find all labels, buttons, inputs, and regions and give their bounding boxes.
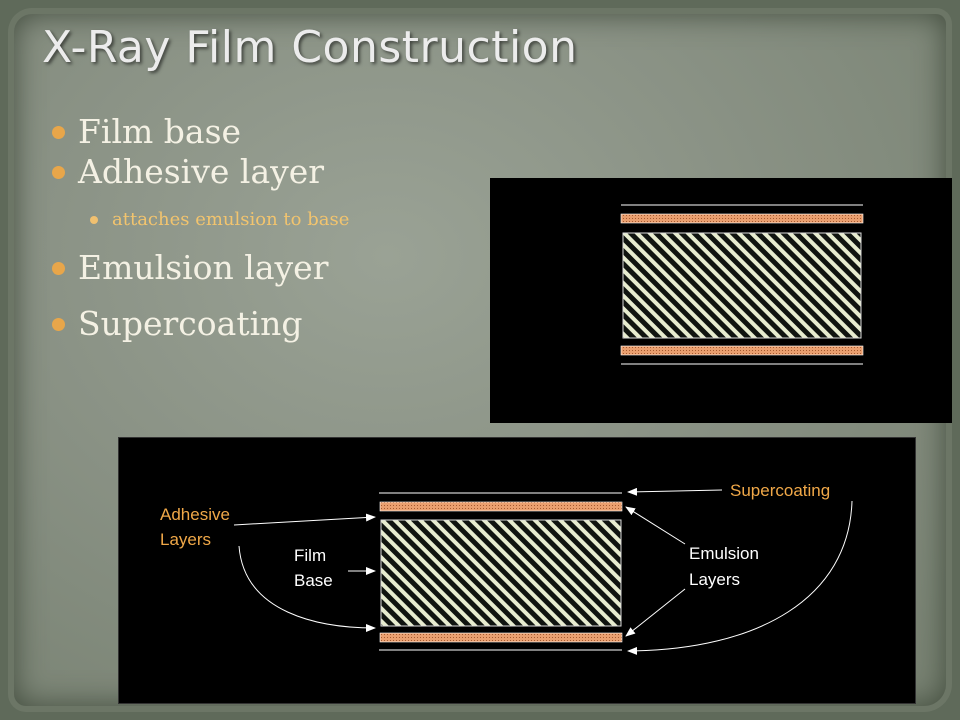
label-film-2: Base xyxy=(294,571,333,590)
sub-bullet-attaches: attaches emulsion to base xyxy=(90,206,349,234)
bullet-list: Film base Adhesive layer attaches emulsi… xyxy=(52,112,349,344)
film-base xyxy=(380,519,622,627)
film-cross-section-small xyxy=(490,178,952,423)
slide-title: X-Ray Film Construction xyxy=(42,22,578,73)
arrow-adhesive-top xyxy=(233,513,376,526)
arrow-supercoating-top xyxy=(627,487,723,496)
emulsion-layer-bottom xyxy=(379,632,623,643)
label-emulsion-2: Layers xyxy=(689,570,740,589)
label-supercoating: Supercoating xyxy=(730,481,830,500)
bullet-supercoating: Supercoating xyxy=(52,304,349,344)
arrow-adhesive-bottom xyxy=(238,545,376,632)
emulsion-layer-bottom xyxy=(620,345,864,356)
emulsion-layer-top xyxy=(379,501,623,512)
label-adhesive-1: Adhesive xyxy=(160,505,230,524)
arrow-supercoating-bottom xyxy=(627,500,853,655)
arrow-emulsion-bottom xyxy=(625,588,686,637)
bullet-emulsion-layer: Emulsion layer xyxy=(52,248,349,288)
emulsion-layer-top xyxy=(620,213,864,224)
bullet-adhesive-layer: Adhesive layer xyxy=(52,152,349,192)
bullet-film-base: Film base xyxy=(52,112,349,152)
label-adhesive-2: Layers xyxy=(160,530,211,549)
film-base xyxy=(622,232,862,339)
label-film-1: Film xyxy=(294,546,326,565)
label-emulsion-1: Emulsion xyxy=(689,544,759,563)
arrow-emulsion-top xyxy=(625,506,686,545)
film-cross-section-labeled: Adhesive Layers Film Base Supercoating E… xyxy=(118,437,916,704)
